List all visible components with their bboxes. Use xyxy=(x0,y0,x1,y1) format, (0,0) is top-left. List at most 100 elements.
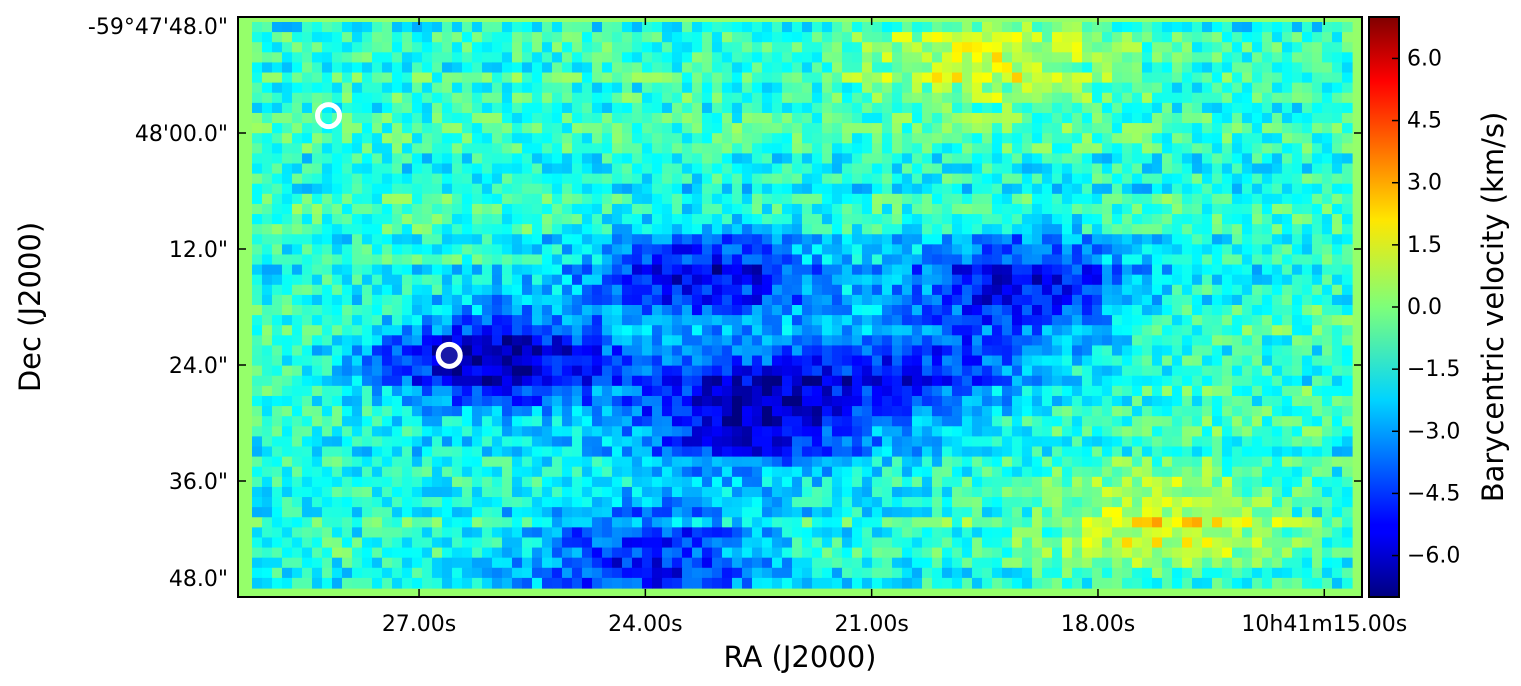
map-pixel xyxy=(562,143,573,154)
map-pixel xyxy=(922,416,933,427)
map-pixel xyxy=(722,143,733,154)
map-pixel xyxy=(392,123,403,134)
map-pixel xyxy=(1102,375,1113,387)
map-pixel xyxy=(1272,315,1283,326)
map-pixel xyxy=(1162,325,1173,336)
map-pixel xyxy=(772,244,783,256)
map-pixel xyxy=(782,345,793,357)
map-pixel xyxy=(492,163,503,175)
map-pixel xyxy=(782,82,793,94)
map-pixel xyxy=(262,375,273,387)
map-pixel xyxy=(542,365,553,377)
map-pixel xyxy=(442,365,453,377)
map-pixel xyxy=(852,375,863,387)
map-pixel xyxy=(1202,385,1213,397)
map-pixel xyxy=(912,153,923,165)
map-pixel xyxy=(542,193,553,205)
map-pixel xyxy=(1232,62,1243,74)
map-pixel xyxy=(462,476,473,488)
map-pixel xyxy=(722,466,733,478)
map-pixel xyxy=(522,163,533,175)
map-pixel xyxy=(722,112,733,124)
map-pixel xyxy=(1222,395,1233,407)
map-pixel xyxy=(312,143,323,154)
map-pixel xyxy=(792,234,803,245)
map-pixel xyxy=(522,183,533,195)
map-pixel xyxy=(762,163,773,175)
map-pixel xyxy=(572,395,583,407)
map-pixel xyxy=(1342,123,1353,134)
map-pixel xyxy=(662,123,673,134)
map-pixel xyxy=(862,345,873,357)
map-pixel xyxy=(622,325,633,336)
map-pixel xyxy=(1172,385,1183,397)
map-pixel xyxy=(1322,62,1333,74)
map-pixel xyxy=(322,224,333,235)
map-pixel xyxy=(322,385,333,397)
map-pixel xyxy=(612,274,623,286)
map-pixel xyxy=(722,224,733,235)
map-pixel xyxy=(642,466,653,478)
map-pixel xyxy=(1232,123,1243,134)
map-pixel xyxy=(1272,143,1283,154)
map-pixel xyxy=(582,234,593,245)
map-pixel xyxy=(722,284,733,296)
map-pixel xyxy=(682,274,693,286)
map-pixel xyxy=(1212,173,1223,185)
map-pixel xyxy=(712,234,723,245)
map-pixel xyxy=(1102,214,1113,225)
map-pixel xyxy=(792,22,803,33)
map-pixel xyxy=(702,315,713,326)
map-pixel xyxy=(672,52,683,64)
map-pixel xyxy=(952,102,963,114)
map-pixel xyxy=(622,203,633,215)
map-pixel xyxy=(1132,244,1143,256)
map-pixel xyxy=(812,406,823,417)
map-pixel xyxy=(642,92,653,104)
map-pixel xyxy=(972,446,983,458)
map-pixel xyxy=(352,436,363,448)
map-pixel xyxy=(372,406,383,417)
map-pixel xyxy=(1152,426,1163,437)
map-pixel xyxy=(272,325,283,336)
map-pixel xyxy=(962,335,973,347)
map-pixel xyxy=(422,72,433,84)
map-pixel xyxy=(822,305,833,316)
map-pixel xyxy=(1252,385,1263,397)
map-pixel xyxy=(602,163,613,175)
map-pixel xyxy=(1082,375,1093,387)
map-pixel xyxy=(1302,416,1313,427)
map-pixel xyxy=(832,62,843,74)
map-pixel xyxy=(302,92,313,104)
map-pixel xyxy=(762,224,773,235)
map-pixel xyxy=(442,466,453,478)
map-pixel xyxy=(1322,264,1333,276)
map-pixel xyxy=(512,315,523,326)
map-pixel xyxy=(832,153,843,165)
map-pixel xyxy=(382,143,393,154)
map-pixel xyxy=(482,476,493,488)
map-pixel xyxy=(332,426,343,437)
map-pixel xyxy=(1152,203,1163,215)
map-pixel xyxy=(1152,22,1163,33)
map-pixel xyxy=(1202,143,1213,154)
map-pixel xyxy=(972,325,983,336)
map-pixel xyxy=(1152,325,1163,336)
map-pixel xyxy=(522,375,533,387)
map-pixel xyxy=(322,476,333,488)
map-pixel xyxy=(1222,274,1233,286)
map-pixel xyxy=(1112,385,1123,397)
map-pixel xyxy=(1312,193,1323,205)
map-pixel xyxy=(1312,82,1323,94)
map-pixel xyxy=(682,173,693,185)
map-pixel xyxy=(902,143,913,154)
map-pixel xyxy=(842,52,853,64)
map-pixel xyxy=(1192,153,1203,165)
map-pixel xyxy=(262,244,273,256)
map-pixel xyxy=(922,143,933,154)
map-pixel xyxy=(722,264,733,276)
map-pixel xyxy=(1002,52,1013,64)
map-pixel xyxy=(942,193,953,205)
map-pixel xyxy=(402,92,413,104)
map-pixel xyxy=(262,133,273,144)
